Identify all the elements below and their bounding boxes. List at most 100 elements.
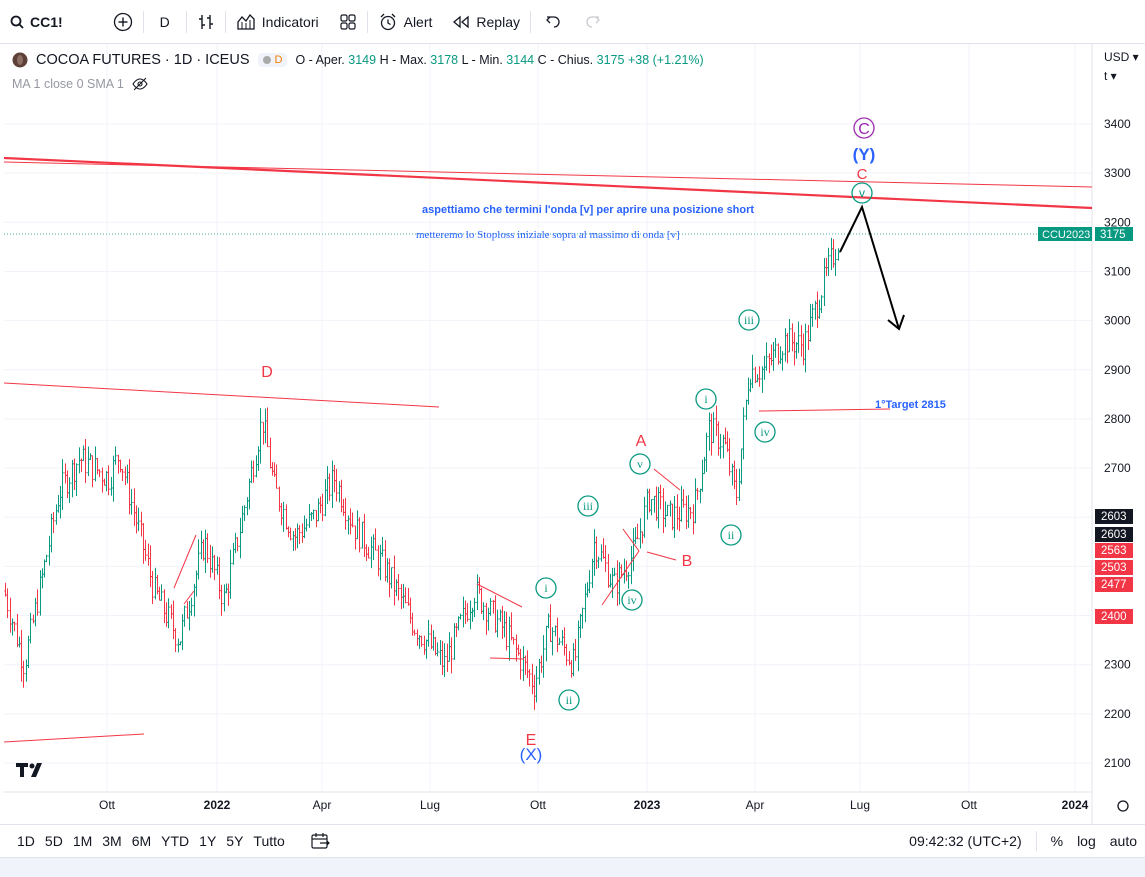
wave-labels: C (Y) C v D A B E (X)	[261, 117, 876, 764]
symbol-search[interactable]: CC1!	[0, 6, 73, 38]
level-value: 2477	[1101, 579, 1127, 591]
eye-hidden-icon[interactable]	[132, 77, 148, 91]
wave-c-circle-icon	[853, 117, 875, 139]
templates-button[interactable]	[329, 6, 367, 38]
time-tick-label: Ott	[961, 798, 978, 812]
range-button-tutto[interactable]: Tutto	[253, 833, 285, 849]
badge-label: D	[274, 54, 283, 66]
level-value: 2603	[1101, 511, 1127, 523]
high-label: H - Max.	[379, 53, 427, 67]
unit-label[interactable]: t ▾	[1104, 69, 1117, 83]
chart-type-button[interactable]	[187, 6, 225, 38]
wave-d-label[interactable]: D	[261, 364, 273, 381]
alarm-clock-icon	[380, 13, 396, 30]
separator	[142, 10, 144, 33]
wave-label[interactable]: i	[704, 392, 708, 406]
wave-c-red-label[interactable]: C	[857, 166, 868, 183]
replay-button[interactable]: Replay	[442, 6, 530, 38]
wave-label[interactable]: iv	[760, 425, 769, 439]
redo-button[interactable]	[575, 6, 611, 38]
wave-label[interactable]: iii	[744, 313, 755, 327]
time-tick-label: Lug	[850, 798, 870, 812]
time-axis[interactable]: Ott 2022 Apr Lug Ott 2023 Apr Lug Ott 2024	[99, 798, 1129, 812]
range-button-5y[interactable]: 5Y	[226, 833, 244, 849]
price-axis[interactable]: 3400330032003100300029002800270026002500…	[1038, 50, 1139, 770]
wave-e-label[interactable]: E	[526, 732, 537, 749]
trendline-d[interactable]	[4, 382, 440, 408]
range-buttons: 1D 5D 1M 3M 6M YTD 1Y 5Y Tutto	[12, 833, 290, 849]
undo-button[interactable]	[531, 6, 575, 38]
auto-toggle[interactable]: auto	[1109, 833, 1137, 849]
calendar-range-icon[interactable]	[310, 832, 330, 850]
compare-button[interactable]	[103, 6, 143, 38]
wave-y-label[interactable]: (Y)	[853, 145, 876, 164]
level-value: 2603	[1101, 529, 1127, 541]
projection-arrow[interactable]	[839, 204, 900, 330]
log-toggle[interactable]: log	[1077, 833, 1096, 849]
wave-a-label[interactable]: A	[636, 433, 647, 450]
wave-label[interactable]: i	[544, 581, 548, 595]
ma-label: MA 1 close 0 SMA 1	[12, 77, 124, 91]
wave-circle-icon	[535, 577, 557, 599]
range-button-1d[interactable]: 1D	[17, 833, 35, 849]
time-tick-label: 2022	[204, 798, 231, 812]
wave-b-label[interactable]: B	[682, 553, 693, 570]
wave-label[interactable]: iii	[583, 499, 594, 513]
wave-label[interactable]: ii	[566, 693, 573, 707]
gear-icon[interactable]	[1117, 800, 1129, 812]
cocoa-icon	[12, 52, 28, 68]
price-tick-label: 3200	[1104, 215, 1131, 229]
range-button-1m[interactable]: 1M	[72, 833, 93, 849]
trendline-upper-thin[interactable]	[4, 161, 1093, 188]
level-badge	[1095, 609, 1133, 624]
wave-circle-icon	[738, 309, 760, 331]
separator	[1035, 831, 1037, 851]
close-value: 3175	[596, 53, 625, 67]
bottom-panel-edge	[0, 857, 1145, 877]
range-button-3m[interactable]: 3M	[102, 833, 122, 849]
level-value: 2563	[1101, 545, 1127, 557]
symbol-title[interactable]: COCOA FUTURES · 1D · ICEUS	[36, 52, 250, 68]
price-tick-label: 2900	[1104, 363, 1131, 377]
price-tick-label: 3300	[1104, 166, 1131, 180]
wave-label[interactable]: ii	[728, 528, 735, 542]
triangle-patterns[interactable]	[476, 468, 681, 660]
range-button-ytd[interactable]: YTD	[161, 833, 190, 849]
search-icon	[10, 15, 24, 29]
interval-button[interactable]: D	[144, 6, 186, 38]
clock[interactable]: 09:42:32 (UTC+2)	[909, 833, 1022, 849]
ma-indicator-legend[interactable]: MA 1 close 0 SMA 1	[12, 77, 148, 91]
range-button-5d[interactable]: 5D	[44, 833, 63, 849]
note-wait-wave-v[interactable]: aspettiamo che termini l'onda [v] per ap…	[422, 204, 754, 216]
time-tick-label: Lug	[420, 798, 440, 812]
wave-x-label[interactable]: (X)	[520, 745, 543, 764]
price-chart[interactable]: 3400330032003100300029002800270026002500…	[4, 44, 1145, 824]
wave-v-top-label[interactable]: v	[859, 186, 865, 200]
level-badge	[1095, 527, 1133, 542]
time-tick-label: Ott	[530, 798, 547, 812]
percent-toggle[interactable]: %	[1050, 833, 1064, 849]
indicators-button[interactable]: Indicatori	[226, 6, 329, 38]
chart-legend[interactable]: COCOA FUTURES · 1D · ICEUS D O - Aper. 3…	[12, 52, 704, 68]
wave-label[interactable]: v	[637, 457, 643, 471]
note-stoploss[interactable]: metteremo lo Stoploss iniziale sopra al …	[416, 229, 680, 241]
target-line[interactable]	[758, 408, 891, 412]
alert-button[interactable]: Alert	[368, 6, 443, 38]
market-status-badge[interactable]: D	[257, 53, 288, 67]
wave-c-label[interactable]: C	[858, 121, 870, 138]
triangle-pattern-left[interactable]	[173, 534, 197, 605]
wave-v-top-circle-icon	[851, 182, 873, 204]
note-target[interactable]: 1°Target 2815	[875, 399, 946, 411]
range-button-6m[interactable]: 6M	[131, 833, 152, 849]
range-button-1y[interactable]: 1Y	[199, 833, 217, 849]
open-label: O - Aper.	[295, 53, 345, 67]
status-dot-icon	[262, 56, 271, 64]
high-value: 3178	[430, 53, 459, 67]
top-toolbar: CC1! D Indicatori Alert Replay	[0, 0, 1145, 44]
trend-lines[interactable]	[4, 156, 1093, 743]
currency-label[interactable]: USD ▾	[1104, 50, 1139, 64]
trendline-bottom[interactable]	[4, 733, 145, 743]
wave-label[interactable]: iv	[627, 593, 636, 607]
interval-label: D	[159, 13, 170, 30]
price-tick-label: 2200	[1104, 707, 1131, 721]
